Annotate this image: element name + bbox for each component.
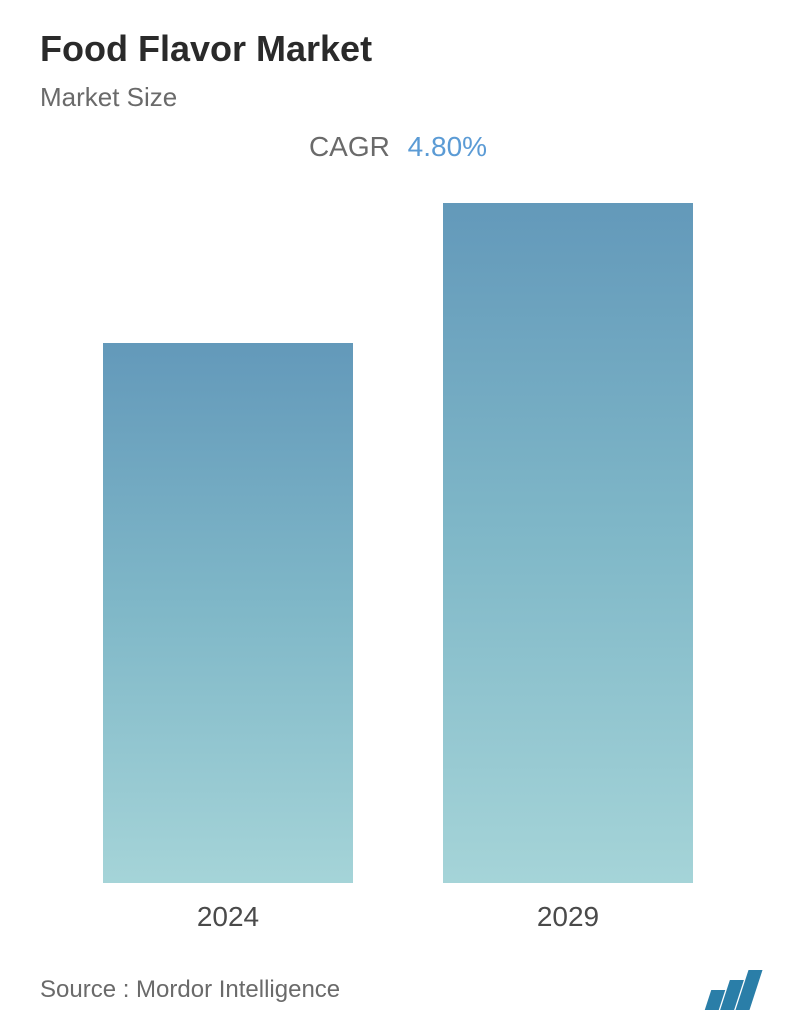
cagr-label: CAGR [309,131,390,162]
bar-chart [40,203,756,883]
footer: Source : Mordor Intelligence [40,970,756,1010]
x-axis-labels: 2024 2029 [40,901,756,933]
x-label-0: 2024 [103,901,353,933]
x-label-1: 2029 [443,901,693,933]
bar-2024 [103,343,353,883]
cagr-row: CAGR 4.80% [40,131,756,163]
mordor-logo-icon [708,970,756,1010]
page-title: Food Flavor Market [40,28,756,70]
source-text: Source : Mordor Intelligence [40,976,340,1004]
bar-2029 [443,203,693,883]
cagr-value: 4.80% [408,131,487,162]
page-subtitle: Market Size [40,82,756,113]
